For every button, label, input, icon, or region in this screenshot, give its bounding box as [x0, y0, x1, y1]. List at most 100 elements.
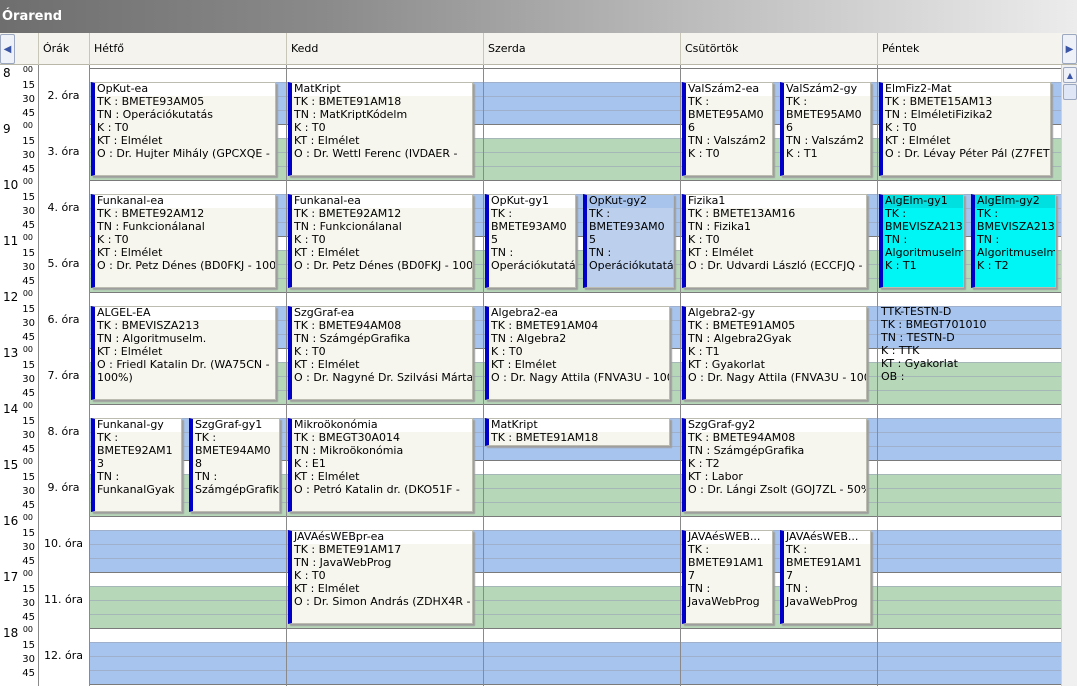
course-card-fri-elmfiz[interactable]: ElmFiz2-Mat TK : BMETE15AM13 TN : Elméleti…: [879, 82, 1051, 176]
course-detail: K : T0: [97, 120, 129, 134]
course-detail: KT : Elmélet: [97, 344, 163, 358]
course-card-tue-mikro[interactable]: Mikroökonómia TK : BMEGT30A014 TN : Mikroö…: [288, 418, 473, 512]
minute-label: 15: [22, 192, 35, 203]
course-card-thu-java2[interactable]: JAVAésWEB... TK : BMETE91AM1 7 TN : JavaWebPr…: [780, 530, 871, 624]
course-card-fri-algelm2[interactable]: AlgElm-gy2 TK : BMEVISZA213 TN : Algoritmuse…: [971, 194, 1056, 288]
day-separator: [680, 65, 681, 686]
course-card-tue-matkript[interactable]: MatKript TK : BMETE91AM18 TN : MatKriptKód…: [288, 82, 473, 176]
course-detail: K : T0: [294, 120, 326, 134]
period-label: 10. óra: [44, 537, 83, 550]
course-card-wed-matkript[interactable]: MatKript TK : BMETE91AM18: [485, 418, 670, 446]
course-detail: O : Dr. Petz Dénes (BD0FKJ - 100%): [97, 258, 276, 272]
course-detail: O : Friedl Katalin Dr. (WA75CN -: [97, 357, 270, 371]
course-card-fri-algelm1[interactable]: AlgElm-gy1 TK : BMEVISZA213 TN : Algoritmuse…: [879, 194, 964, 288]
column-header-wednesday[interactable]: Szerda: [483, 33, 680, 65]
minute-label: 00: [22, 401, 33, 410]
course-card-mon-funkanal[interactable]: Funkanal-ea TK : BMETE92AM12 TN : Funkcion…: [91, 194, 276, 288]
grid-line: [89, 656, 1061, 657]
minute-label: 00: [22, 569, 33, 578]
grid-line: [89, 516, 1061, 517]
vertical-scrollbar[interactable]: ▲: [1061, 65, 1077, 686]
course-card-fri-ttk[interactable]: TTK-TESTN-D TK : BMEGT701010 TN : TESTN-D K…: [879, 306, 1051, 400]
course-card-tue-funkanal[interactable]: Funkanal-ea TK : BMETE92AM12 TN : Funkcion…: [288, 194, 473, 288]
course-title: AlgElm-gy1: [883, 195, 963, 208]
course-card-tue-java[interactable]: JAVAésWEBpr-ea TK : BMETE91AM17 TN : JavaW…: [288, 530, 473, 624]
course-title: JAVAésWEB...: [784, 531, 870, 544]
minute-label: 30: [22, 486, 35, 497]
course-detail: BMETE91AM1: [688, 555, 764, 569]
course-card-mon-szggraf-gy1[interactable]: SzgGraf-gy1 TK : BMETE94AM0 8 TN : SzámgépGra…: [189, 418, 280, 512]
grid-line: [89, 530, 1061, 531]
course-card-thu-valszam-ea[interactable]: ValSzám2-ea TK : BMETE95AM0 6 TN : Valszám2 K…: [682, 82, 773, 176]
course-detail: TK : BMEGT701010: [881, 317, 987, 331]
course-card-mon-algel[interactable]: ALGEL-EA TK : BMEVISZA213 TN : Algoritmuse…: [91, 306, 276, 400]
course-detail: 6: [688, 120, 695, 134]
minute-label: 30: [22, 262, 35, 273]
grid-line: [89, 180, 1061, 181]
course-detail: O : Dr. Hujter Mihály (GPCXQE -: [97, 146, 270, 160]
course-detail: TN :: [589, 245, 612, 259]
course-card-tue-szggraf[interactable]: SzgGraf-ea TK : BMETE94AM08 TN : SzámgépGr…: [288, 306, 473, 400]
period-label: 2. óra: [47, 89, 80, 102]
grid-line: [89, 124, 1061, 125]
course-detail: TN :: [688, 581, 711, 595]
course-detail: OB :: [881, 369, 905, 383]
course-detail: TN : SzámgépGrafika: [688, 443, 805, 457]
course-card-wed-opkut-gy1[interactable]: OpKut-gy1 TK : BMETE93AM0 5 TN : Operációkuta…: [485, 194, 576, 288]
course-card-thu-szggraf-gy2[interactable]: SzgGraf-gy2 TK : BMETE94AM08 TN : SzámgépG…: [682, 418, 867, 512]
grid-line: [89, 614, 1061, 615]
course-detail: TK : BMETE13AM16: [688, 206, 796, 220]
course-card-thu-valszam-gy[interactable]: ValSzám2-gy TK : BMETE95AM0 6 TN : Valszám2 K…: [780, 82, 871, 176]
day-separator: [286, 65, 287, 686]
course-detail: 7: [688, 568, 695, 582]
course-card-thu-java1[interactable]: JAVAésWEB... TK : BMETE91AM1 7 TN : JavaWebPr…: [682, 530, 773, 624]
course-card-mon-funkanal-gy[interactable]: Funkanal-gy TK : BMETE92AM1 3 TN : FunkanalGy…: [91, 418, 182, 512]
course-title: OpKut-ea: [95, 83, 275, 96]
course-detail: O : Dr. Lévay Péter Pál (Z7FET7 -: [885, 146, 1051, 160]
course-detail: TK :: [786, 542, 808, 556]
scroll-thumb[interactable]: [1063, 84, 1077, 100]
hour-label: 14: [3, 402, 19, 416]
previous-week-button[interactable]: ◀: [0, 34, 15, 64]
next-week-button[interactable]: ▶: [1062, 34, 1077, 64]
course-detail: KT : Elmélet: [294, 581, 360, 595]
day-separator: [483, 65, 484, 686]
grid-line: [89, 96, 1061, 97]
column-header-tuesday[interactable]: Kedd: [286, 33, 483, 65]
period-label: 12. óra: [44, 649, 83, 662]
course-card-mon-opkut[interactable]: OpKut-ea TK : BMETE93AM05 TN : Operációkut…: [91, 82, 276, 176]
course-detail: K : T1: [885, 258, 917, 272]
course-detail: TN :: [97, 469, 120, 483]
grid-line: [89, 446, 1061, 447]
course-card-thu-algebra2gy[interactable]: Algebra2-gy TK : BMETE91AM05 TN : Algebra2…: [682, 306, 867, 400]
course-detail: KT : Gyakorlat: [881, 356, 958, 370]
course-detail: KT : Elmélet: [885, 133, 951, 147]
scroll-up-button[interactable]: ▲: [1063, 67, 1077, 83]
course-detail: K : T0: [294, 344, 326, 358]
course-detail: TN : Operációkutatás: [97, 107, 213, 121]
course-title: OpKut-gy1: [489, 195, 575, 208]
grid-line: [89, 502, 1061, 503]
course-detail: BMETE95AM0: [786, 107, 862, 121]
course-detail: TN : Valszám2: [786, 133, 865, 147]
minute-label: 00: [22, 177, 33, 186]
course-card-thu-fizika[interactable]: Fizika1 TK : BMETE13AM16 TN : Fizika1 K : T…: [682, 194, 867, 288]
course-title: JAVAésWEBpr-ea: [292, 531, 472, 544]
column-header-friday[interactable]: Péntek: [877, 33, 1061, 65]
course-detail: KT : Elmélet: [688, 245, 754, 259]
course-detail: Algoritmuselm.: [885, 245, 964, 259]
course-detail: K : T0: [688, 232, 720, 246]
column-header-monday[interactable]: Hétfő: [89, 33, 286, 65]
course-detail: TK : BMETE93AM05: [97, 94, 205, 108]
course-card-wed-opkut-gy2[interactable]: OpKut-gy2 TK : BMETE93AM0 5 TN : Operációkuta…: [583, 194, 674, 288]
course-detail: KT : Elmélet: [294, 133, 360, 147]
course-detail: Operációkutatá: [589, 258, 674, 272]
grid-line: [89, 138, 1061, 139]
course-detail: BMETE92AM1: [97, 443, 173, 457]
minute-label: 30: [22, 542, 35, 553]
column-header-thursday[interactable]: Csütörtök: [680, 33, 877, 65]
course-card-wed-algebra2[interactable]: Algebra2-ea TK : BMETE91AM04 TN : Algebra2…: [485, 306, 670, 400]
course-detail: TK : BMEVISZA213: [97, 318, 200, 332]
course-title: ValSzám2-ea: [686, 83, 772, 96]
course-detail: TN :: [195, 469, 218, 483]
